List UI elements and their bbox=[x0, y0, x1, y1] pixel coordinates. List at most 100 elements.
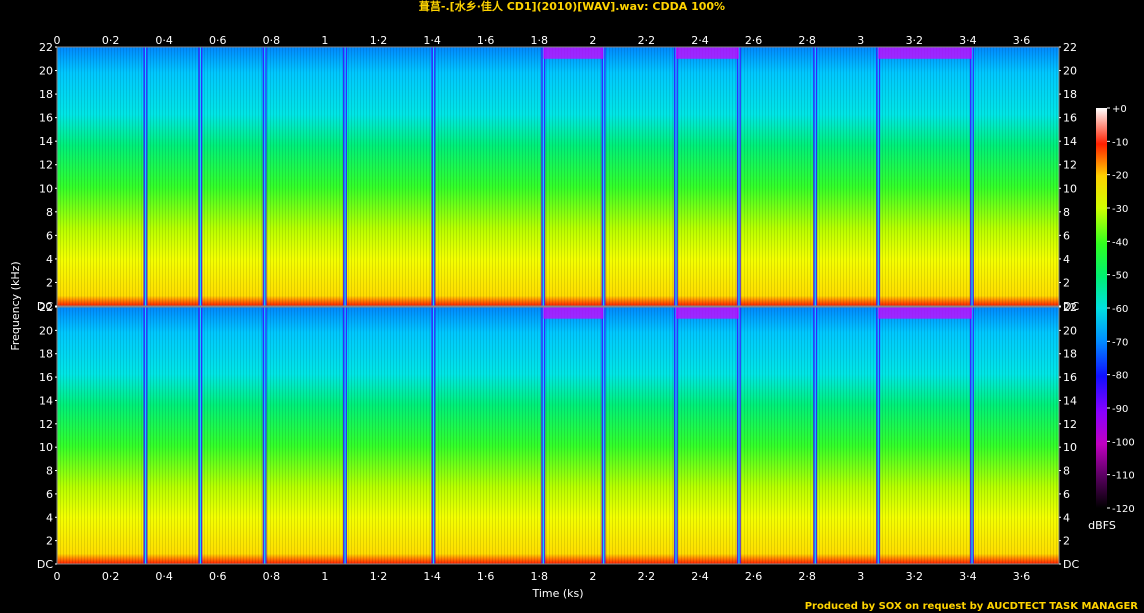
colorbar-tick-label: -40 bbox=[1112, 237, 1128, 248]
y-tick-label: 10 bbox=[1063, 182, 1077, 195]
track-boundary-edge bbox=[344, 307, 346, 564]
y-tick-label: 2 bbox=[46, 276, 53, 289]
x-tick-label: 3·2 bbox=[906, 570, 924, 583]
y-tick-label: 20 bbox=[1063, 324, 1077, 337]
y-tick-label: 16 bbox=[39, 371, 53, 384]
y-tick-label: 12 bbox=[39, 418, 53, 431]
colorbar-tick-label: -120 bbox=[1112, 504, 1135, 515]
y-tick-label: 8 bbox=[1063, 206, 1070, 219]
x-tick-label: 1·4 bbox=[423, 34, 441, 47]
track-boundary-edge bbox=[144, 47, 147, 306]
y-tick-label: 18 bbox=[1063, 88, 1077, 101]
x-tick-label: 0·2 bbox=[102, 34, 120, 47]
colorbar-tick-label: -20 bbox=[1112, 171, 1128, 182]
cutoff-band bbox=[878, 307, 972, 319]
x-tick-label: 0·6 bbox=[209, 570, 227, 583]
track-boundary-edge bbox=[264, 47, 266, 306]
track-boundary-edge bbox=[344, 47, 346, 306]
y-tick-label: DC bbox=[37, 558, 53, 571]
colorbar-tick-label: -80 bbox=[1112, 371, 1128, 382]
colorbar-label: dBFS bbox=[1088, 519, 1116, 532]
x-tick-label: 2·2 bbox=[638, 570, 656, 583]
x-tick-label: 3·2 bbox=[906, 34, 924, 47]
x-tick-label: 2·6 bbox=[745, 34, 763, 47]
y-tick-label: 12 bbox=[1063, 159, 1077, 172]
y-tick-label: 4 bbox=[46, 511, 53, 524]
y-tick-label: 22 bbox=[1063, 301, 1077, 314]
x-tick-label: 1·2 bbox=[370, 34, 388, 47]
x-tick-label: 1·2 bbox=[370, 570, 388, 583]
colorbar-tick-label: -90 bbox=[1112, 404, 1128, 415]
cutoff-band bbox=[675, 47, 739, 59]
y-tick-label: 6 bbox=[46, 229, 53, 242]
y-tick-label: 22 bbox=[39, 41, 53, 54]
cutoff-band bbox=[878, 47, 972, 59]
y-tick-label: 10 bbox=[39, 182, 53, 195]
y-tick-label: 14 bbox=[39, 135, 53, 148]
x-tick-label: 2·8 bbox=[798, 570, 816, 583]
y-tick-label: 18 bbox=[1063, 348, 1077, 361]
y-tick-label: 14 bbox=[1063, 135, 1077, 148]
colorbar-tick-label: -110 bbox=[1112, 471, 1135, 482]
x-tick-label: 2·2 bbox=[638, 34, 656, 47]
track-boundary-edge bbox=[814, 307, 816, 564]
y-tick-label: 10 bbox=[39, 441, 53, 454]
y-tick-label: 6 bbox=[1063, 488, 1070, 501]
x-tick-label: 2·4 bbox=[691, 34, 709, 47]
track-boundary-edge bbox=[603, 307, 605, 564]
colorbar-tick-label: -10 bbox=[1112, 137, 1128, 148]
x-tick-label: 1·4 bbox=[423, 570, 441, 583]
x-tick-label: 1·6 bbox=[477, 34, 495, 47]
x-tick-label: 2 bbox=[589, 570, 596, 583]
cutoff-band bbox=[543, 307, 604, 319]
x-tick-label: 0 bbox=[54, 34, 61, 47]
x-tick-label: 1·8 bbox=[530, 570, 548, 583]
y-tick-label: 22 bbox=[39, 301, 53, 314]
y-tick-label: 16 bbox=[1063, 371, 1077, 384]
y-tick-label: 2 bbox=[1063, 276, 1070, 289]
track-boundary-edge bbox=[144, 307, 147, 564]
channel-2-frame bbox=[56, 306, 1060, 565]
y-tick-label: DC bbox=[37, 300, 53, 313]
chart-title: 葺莒-.[水乡·佳人 CD1](2010)[WAV].wav: CDDA 100… bbox=[418, 0, 726, 13]
colorbar-tick-label: -30 bbox=[1112, 204, 1128, 215]
x-tick-label: 2 bbox=[589, 34, 596, 47]
colorbar-tick-label: -50 bbox=[1112, 271, 1128, 282]
channel-1-frame bbox=[56, 46, 1060, 307]
track-boundary-edge bbox=[877, 307, 879, 564]
x-tick-label: 3 bbox=[857, 570, 864, 583]
x-tick-label: 3·6 bbox=[1013, 570, 1031, 583]
y-tick-label: 4 bbox=[1063, 511, 1070, 524]
y-tick-label: 14 bbox=[39, 394, 53, 407]
x-tick-label: 2·6 bbox=[745, 570, 763, 583]
cutoff-band bbox=[675, 307, 739, 319]
footer-credit: Produced by SOX on request by AUCDTECT T… bbox=[804, 601, 1138, 612]
x-tick-label: 0·8 bbox=[263, 570, 281, 583]
track-boundary-edge bbox=[603, 47, 605, 306]
track-boundary-edge bbox=[814, 47, 816, 306]
y-tick-label: 6 bbox=[1063, 229, 1070, 242]
y-tick-label: 8 bbox=[1063, 465, 1070, 478]
track-boundary-edge bbox=[432, 47, 435, 306]
channel-1-texture bbox=[57, 47, 1059, 306]
track-boundary-edge bbox=[738, 307, 740, 564]
y-tick-label: 8 bbox=[46, 206, 53, 219]
y-tick-label: 22 bbox=[1063, 41, 1077, 54]
track-boundary-edge bbox=[542, 47, 544, 306]
track-boundary-edge bbox=[199, 47, 202, 306]
colorbar bbox=[1096, 108, 1107, 508]
y-tick-label: 16 bbox=[39, 112, 53, 125]
track-boundary-edge bbox=[675, 47, 677, 306]
y-tick-label: 12 bbox=[1063, 418, 1077, 431]
y-tick-label: 4 bbox=[1063, 253, 1070, 266]
colorbar-tick-label: +0 bbox=[1112, 104, 1127, 115]
track-boundary-edge bbox=[542, 307, 544, 564]
y-tick-label: 18 bbox=[39, 348, 53, 361]
x-tick-label: 0·4 bbox=[155, 34, 173, 47]
x-tick-label: 1·6 bbox=[477, 570, 495, 583]
y-tick-label: 4 bbox=[46, 253, 53, 266]
x-tick-label: 0·2 bbox=[102, 570, 120, 583]
track-boundary-edge bbox=[971, 307, 973, 564]
x-tick-label: 3·4 bbox=[959, 570, 977, 583]
